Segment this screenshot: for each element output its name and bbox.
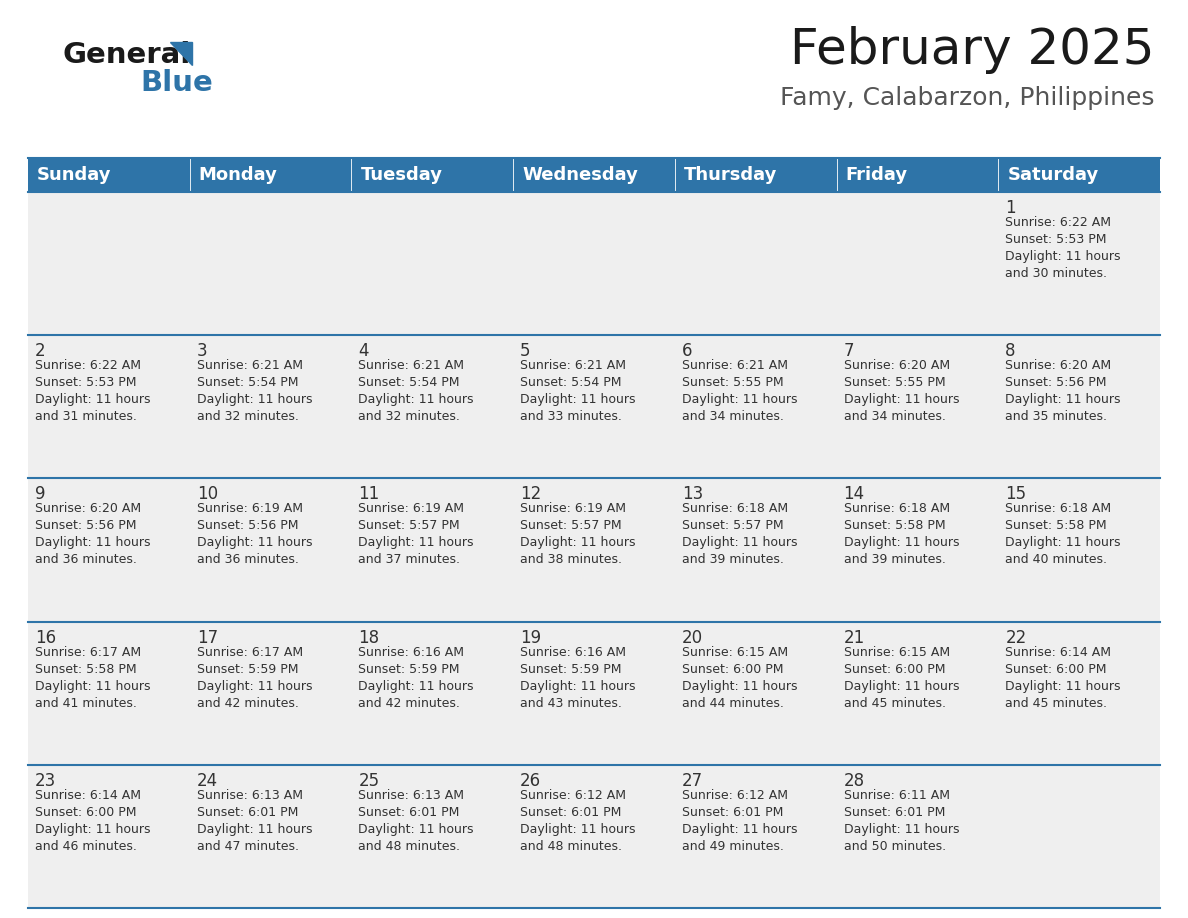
Bar [29, 335, 1159, 478]
Bar [836, 158, 998, 192]
Text: Sunrise: 6:17 AM
Sunset: 5:58 PM
Daylight: 11 hours
and 41 minutes.: Sunrise: 6:17 AM Sunset: 5:58 PM Dayligh… [34, 645, 151, 710]
Text: Friday: Friday [846, 166, 908, 184]
Text: 25: 25 [359, 772, 379, 789]
Bar [29, 192, 1159, 335]
Bar [513, 158, 675, 192]
Text: 23: 23 [34, 772, 56, 789]
Text: 5: 5 [520, 342, 531, 360]
Text: Sunrise: 6:22 AM
Sunset: 5:53 PM
Daylight: 11 hours
and 30 minutes.: Sunrise: 6:22 AM Sunset: 5:53 PM Dayligh… [1005, 216, 1120, 280]
Text: Sunrise: 6:15 AM
Sunset: 6:00 PM
Daylight: 11 hours
and 45 minutes.: Sunrise: 6:15 AM Sunset: 6:00 PM Dayligh… [843, 645, 959, 710]
Bar [29, 765, 1159, 908]
Text: Sunrise: 6:18 AM
Sunset: 5:58 PM
Daylight: 11 hours
and 39 minutes.: Sunrise: 6:18 AM Sunset: 5:58 PM Dayligh… [843, 502, 959, 566]
Text: Sunrise: 6:14 AM
Sunset: 6:00 PM
Daylight: 11 hours
and 46 minutes.: Sunrise: 6:14 AM Sunset: 6:00 PM Dayligh… [34, 789, 151, 853]
Text: Monday: Monday [198, 166, 278, 184]
Text: 7: 7 [843, 342, 854, 360]
Text: 8: 8 [1005, 342, 1016, 360]
Text: Saturday: Saturday [1007, 166, 1099, 184]
Text: 2: 2 [34, 342, 45, 360]
Text: 27: 27 [682, 772, 703, 789]
Text: Sunrise: 6:18 AM
Sunset: 5:58 PM
Daylight: 11 hours
and 40 minutes.: Sunrise: 6:18 AM Sunset: 5:58 PM Dayligh… [1005, 502, 1120, 566]
Text: 16: 16 [34, 629, 56, 646]
Text: 10: 10 [197, 486, 217, 503]
Text: Sunrise: 6:13 AM
Sunset: 6:01 PM
Daylight: 11 hours
and 47 minutes.: Sunrise: 6:13 AM Sunset: 6:01 PM Dayligh… [197, 789, 312, 853]
Text: 17: 17 [197, 629, 217, 646]
Text: Sunrise: 6:19 AM
Sunset: 5:57 PM
Daylight: 11 hours
and 37 minutes.: Sunrise: 6:19 AM Sunset: 5:57 PM Dayligh… [359, 502, 474, 566]
Text: Sunrise: 6:20 AM
Sunset: 5:56 PM
Daylight: 11 hours
and 35 minutes.: Sunrise: 6:20 AM Sunset: 5:56 PM Dayligh… [1005, 359, 1120, 423]
Text: 3: 3 [197, 342, 208, 360]
Text: Thursday: Thursday [684, 166, 777, 184]
Bar [29, 478, 1159, 621]
Bar [190, 158, 352, 192]
Text: Sunrise: 6:14 AM
Sunset: 6:00 PM
Daylight: 11 hours
and 45 minutes.: Sunrise: 6:14 AM Sunset: 6:00 PM Dayligh… [1005, 645, 1120, 710]
Text: Sunrise: 6:13 AM
Sunset: 6:01 PM
Daylight: 11 hours
and 48 minutes.: Sunrise: 6:13 AM Sunset: 6:01 PM Dayligh… [359, 789, 474, 853]
Text: Wednesday: Wednesday [523, 166, 638, 184]
Text: Sunrise: 6:22 AM
Sunset: 5:53 PM
Daylight: 11 hours
and 31 minutes.: Sunrise: 6:22 AM Sunset: 5:53 PM Dayligh… [34, 359, 151, 423]
Text: Sunrise: 6:16 AM
Sunset: 5:59 PM
Daylight: 11 hours
and 42 minutes.: Sunrise: 6:16 AM Sunset: 5:59 PM Dayligh… [359, 645, 474, 710]
Text: Blue: Blue [140, 69, 213, 97]
Text: Sunrise: 6:21 AM
Sunset: 5:54 PM
Daylight: 11 hours
and 32 minutes.: Sunrise: 6:21 AM Sunset: 5:54 PM Dayligh… [197, 359, 312, 423]
Bar [998, 158, 1159, 192]
Text: 26: 26 [520, 772, 542, 789]
Text: Famy, Calabarzon, Philippines: Famy, Calabarzon, Philippines [781, 86, 1155, 110]
Text: 21: 21 [843, 629, 865, 646]
Polygon shape [170, 42, 192, 65]
Text: 18: 18 [359, 629, 379, 646]
Text: Sunrise: 6:21 AM
Sunset: 5:54 PM
Daylight: 11 hours
and 32 minutes.: Sunrise: 6:21 AM Sunset: 5:54 PM Dayligh… [359, 359, 474, 423]
Text: Sunrise: 6:20 AM
Sunset: 5:56 PM
Daylight: 11 hours
and 36 minutes.: Sunrise: 6:20 AM Sunset: 5:56 PM Dayligh… [34, 502, 151, 566]
Text: Sunrise: 6:11 AM
Sunset: 6:01 PM
Daylight: 11 hours
and 50 minutes.: Sunrise: 6:11 AM Sunset: 6:01 PM Dayligh… [843, 789, 959, 853]
Text: Sunrise: 6:16 AM
Sunset: 5:59 PM
Daylight: 11 hours
and 43 minutes.: Sunrise: 6:16 AM Sunset: 5:59 PM Dayligh… [520, 645, 636, 710]
Text: Sunday: Sunday [37, 166, 112, 184]
Text: 14: 14 [843, 486, 865, 503]
Text: 13: 13 [682, 486, 703, 503]
Text: Sunrise: 6:20 AM
Sunset: 5:55 PM
Daylight: 11 hours
and 34 minutes.: Sunrise: 6:20 AM Sunset: 5:55 PM Dayligh… [843, 359, 959, 423]
Text: Sunrise: 6:12 AM
Sunset: 6:01 PM
Daylight: 11 hours
and 48 minutes.: Sunrise: 6:12 AM Sunset: 6:01 PM Dayligh… [520, 789, 636, 853]
Bar [29, 158, 190, 192]
Text: 19: 19 [520, 629, 542, 646]
Text: Sunrise: 6:19 AM
Sunset: 5:56 PM
Daylight: 11 hours
and 36 minutes.: Sunrise: 6:19 AM Sunset: 5:56 PM Dayligh… [197, 502, 312, 566]
Text: Sunrise: 6:15 AM
Sunset: 6:00 PM
Daylight: 11 hours
and 44 minutes.: Sunrise: 6:15 AM Sunset: 6:00 PM Dayligh… [682, 645, 797, 710]
Text: 4: 4 [359, 342, 369, 360]
Bar [29, 621, 1159, 765]
Text: 12: 12 [520, 486, 542, 503]
Text: February 2025: February 2025 [790, 26, 1155, 74]
Text: Sunrise: 6:17 AM
Sunset: 5:59 PM
Daylight: 11 hours
and 42 minutes.: Sunrise: 6:17 AM Sunset: 5:59 PM Dayligh… [197, 645, 312, 710]
Text: 15: 15 [1005, 486, 1026, 503]
Text: Sunrise: 6:18 AM
Sunset: 5:57 PM
Daylight: 11 hours
and 39 minutes.: Sunrise: 6:18 AM Sunset: 5:57 PM Dayligh… [682, 502, 797, 566]
Text: 22: 22 [1005, 629, 1026, 646]
Text: General: General [62, 41, 190, 69]
Text: Sunrise: 6:21 AM
Sunset: 5:55 PM
Daylight: 11 hours
and 34 minutes.: Sunrise: 6:21 AM Sunset: 5:55 PM Dayligh… [682, 359, 797, 423]
Text: 11: 11 [359, 486, 380, 503]
Text: Tuesday: Tuesday [360, 166, 442, 184]
Bar [352, 158, 513, 192]
Text: Sunrise: 6:19 AM
Sunset: 5:57 PM
Daylight: 11 hours
and 38 minutes.: Sunrise: 6:19 AM Sunset: 5:57 PM Dayligh… [520, 502, 636, 566]
Bar [675, 158, 836, 192]
Text: 28: 28 [843, 772, 865, 789]
Text: 20: 20 [682, 629, 703, 646]
Text: Sunrise: 6:12 AM
Sunset: 6:01 PM
Daylight: 11 hours
and 49 minutes.: Sunrise: 6:12 AM Sunset: 6:01 PM Dayligh… [682, 789, 797, 853]
Text: Sunrise: 6:21 AM
Sunset: 5:54 PM
Daylight: 11 hours
and 33 minutes.: Sunrise: 6:21 AM Sunset: 5:54 PM Dayligh… [520, 359, 636, 423]
Text: 6: 6 [682, 342, 693, 360]
Text: 9: 9 [34, 486, 45, 503]
Text: 24: 24 [197, 772, 217, 789]
Text: 1: 1 [1005, 199, 1016, 217]
